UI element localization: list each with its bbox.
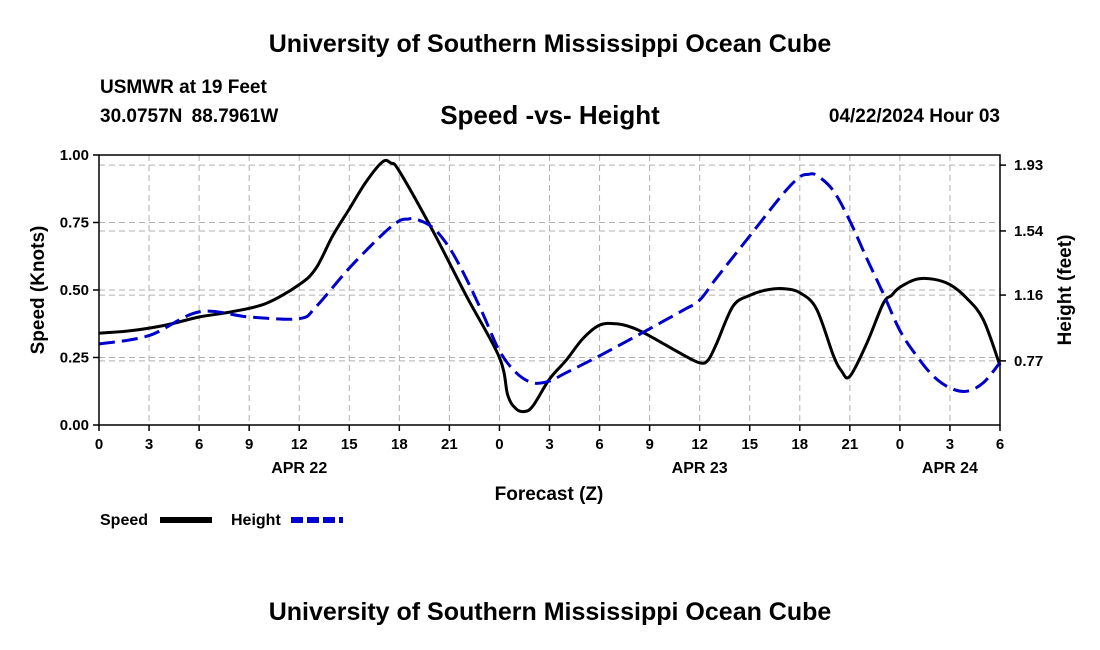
tick-labels: 0 3 6 9 12 15 18 21 0 3 6 9 12 15 18 21 0 3 6 APR 22 APR 23 A… [60, 147, 1044, 477]
series-line-height [98, 172, 1002, 393]
y-tick-label-left: 0.00 [60, 417, 89, 434]
legend: Speed Height [100, 512, 343, 529]
coordinates-label: 30.0757N 88.7961W [100, 106, 279, 127]
x-tick-label: 21 [441, 436, 458, 453]
x-tick-label: 0 [95, 436, 103, 453]
legend-height-label: Height [231, 512, 281, 529]
y-tick-label-right: 1.93 [1014, 157, 1043, 174]
x-tick-label: 0 [495, 436, 503, 453]
date-label: APR 23 [672, 460, 728, 477]
x-tick-label: 9 [245, 436, 253, 453]
x-tick-label: 0 [896, 436, 904, 453]
date-label: APR 24 [922, 460, 978, 477]
y-tick-label-left: 1.00 [60, 147, 89, 164]
x-tick-label: 15 [341, 436, 358, 453]
x-tick-label: 6 [595, 436, 603, 453]
y-tick-label-left: 0.25 [60, 350, 89, 367]
series-line-speed [98, 158, 1002, 414]
series-lines [98, 158, 1002, 414]
x-tick-label: 12 [291, 436, 308, 453]
x-tick-label: 15 [741, 436, 758, 453]
y-axis-label-left: Speed (Knots) [28, 226, 49, 355]
grid-lines [99, 155, 1000, 425]
x-tick-label: 18 [791, 436, 808, 453]
chart-title: Speed -vs- Height [440, 100, 660, 130]
x-tick-label: 12 [691, 436, 708, 453]
x-axis-label: Forecast (Z) [495, 484, 604, 505]
y-tick-label-left: 0.50 [60, 282, 89, 299]
y-tick-label-right: 1.16 [1014, 287, 1043, 304]
date-label: APR 22 [271, 460, 327, 477]
axis-ticks [93, 154, 1006, 431]
station-label: USMWR at 19 Feet [100, 77, 267, 98]
x-tick-label: 21 [841, 436, 858, 453]
y-axis-label-right: Height (feet) [1055, 235, 1076, 346]
x-tick-label: 3 [545, 436, 553, 453]
legend-speed-label: Speed [100, 512, 148, 529]
bottom-title: University of Southern Mississippi Ocean… [268, 598, 832, 626]
x-tick-label: 9 [645, 436, 653, 453]
x-tick-label: 3 [946, 436, 954, 453]
x-tick-label: 6 [996, 436, 1004, 453]
y-tick-label-left: 0.75 [60, 215, 89, 232]
x-tick-label: 18 [391, 436, 408, 453]
datetime-label: 04/22/2024 Hour 03 [828, 106, 1000, 127]
x-tick-label: 3 [145, 436, 153, 453]
y-tick-label-right: 0.77 [1014, 353, 1043, 370]
top-title: University of Southern Mississippi Ocean… [268, 30, 832, 58]
y-tick-label-right: 1.54 [1014, 223, 1044, 240]
x-tick-label: 6 [195, 436, 203, 453]
